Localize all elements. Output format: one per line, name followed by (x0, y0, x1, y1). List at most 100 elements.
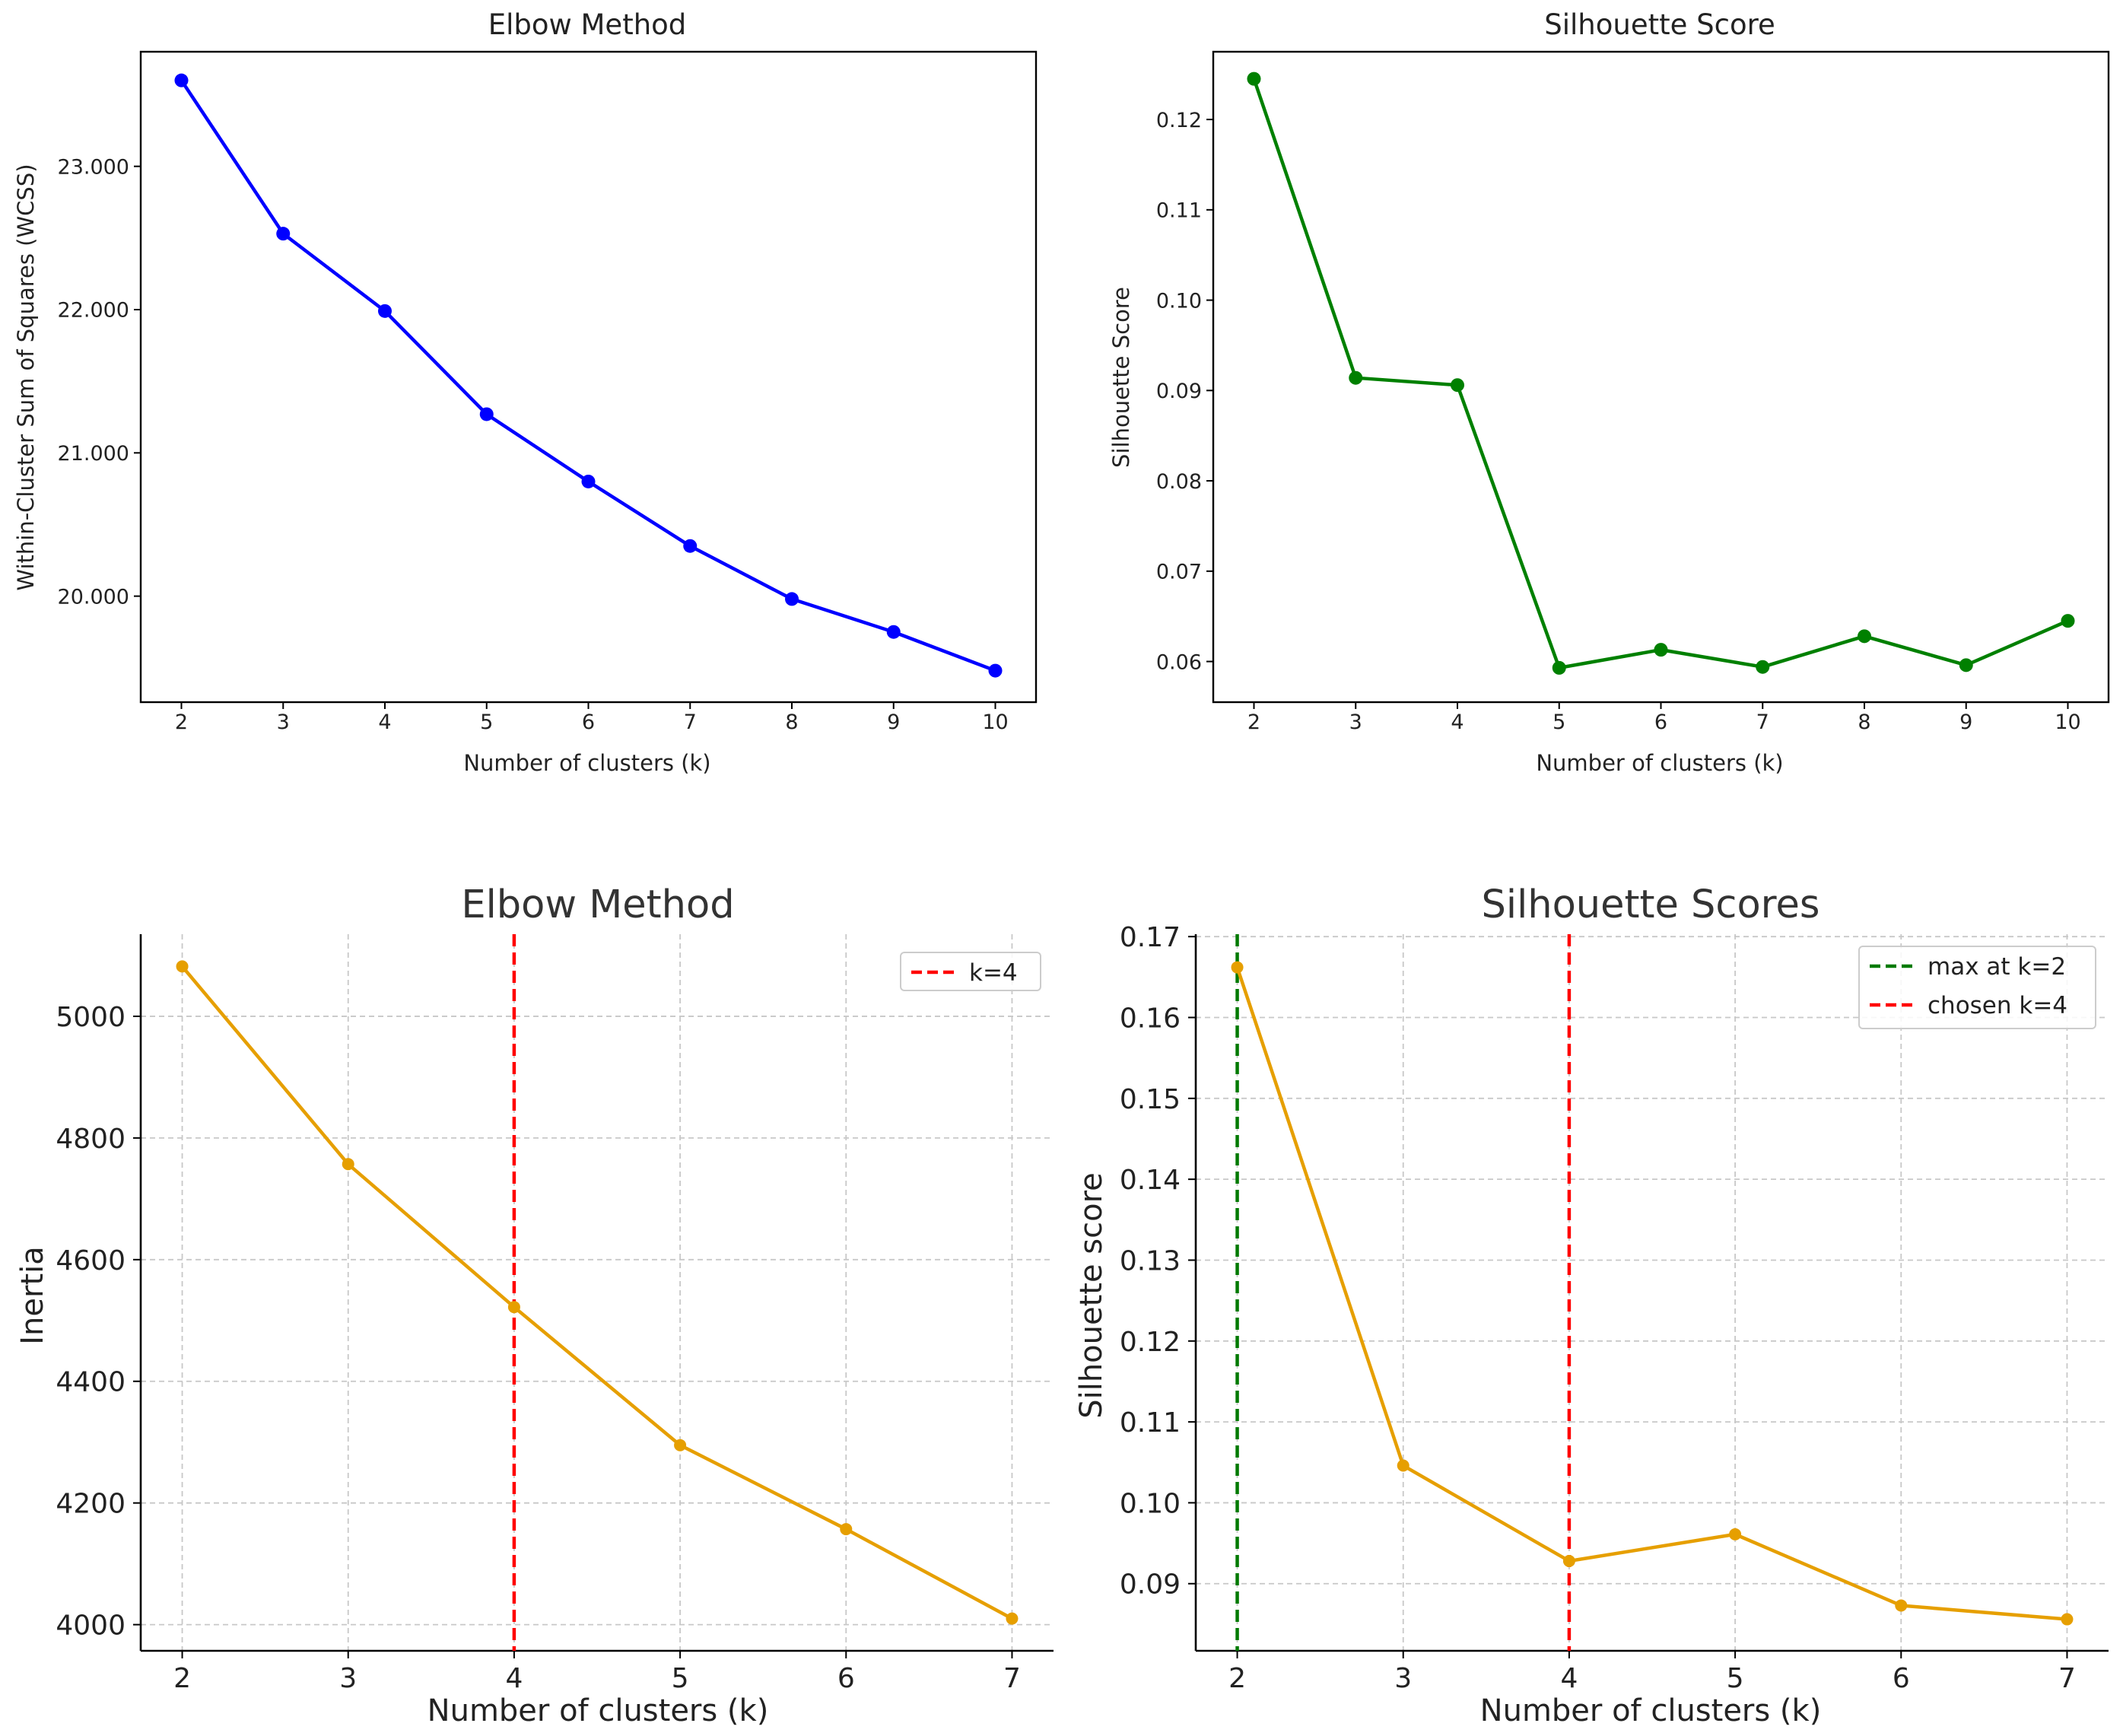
chart-title: Elbow Method (488, 8, 687, 41)
data-point (1231, 961, 1244, 974)
x-tick-label: 8 (1858, 711, 1870, 734)
data-point (378, 304, 392, 318)
data-point (1756, 660, 1770, 674)
data-point (840, 1523, 853, 1536)
silhouette-scores-chart: Silhouette Scores Number of clusters (k)… (1074, 882, 2109, 1728)
x-tick-label: 3 (1394, 1663, 1412, 1694)
x-tick-label: 5 (480, 711, 493, 734)
chart-title: Elbow Method (461, 882, 734, 927)
data-point (1562, 1554, 1575, 1567)
data-point (2061, 614, 2075, 628)
x-axis-label: Number of clusters (k) (463, 750, 710, 776)
y-tick-label: 4000 (56, 1610, 126, 1642)
chart-title: Silhouette Scores (1482, 882, 1820, 927)
data-point (886, 625, 901, 639)
y-tick-label: 0.16 (1120, 1003, 1181, 1034)
x-tick-label: 5 (1727, 1663, 1744, 1694)
x-tick-label: 6 (582, 711, 595, 734)
data-point (174, 73, 189, 87)
data-point (276, 227, 291, 241)
data-point (785, 592, 799, 606)
x-tick-label: 3 (277, 711, 290, 734)
silhouette-score-chart: Silhouette Score Number of clusters (k) … (1108, 8, 2110, 776)
x-tick-label: 3 (339, 1663, 357, 1694)
y-tick-label: 0.09 (1120, 1569, 1181, 1601)
chart-title: Silhouette Score (1544, 8, 1775, 41)
y-tick-label: 0.11 (1120, 1407, 1181, 1439)
x-tick-label: 9 (1959, 711, 1972, 734)
x-axis-label: Number of clusters (k) (1480, 1693, 1822, 1728)
x-tick-label: 6 (837, 1663, 855, 1694)
data-point (1397, 1459, 1410, 1472)
data-point (176, 960, 189, 973)
y-tick-label: 0.10 (1156, 289, 1202, 313)
y-tick-label: 0.11 (1156, 199, 1202, 223)
y-tick-label: 0.13 (1120, 1245, 1181, 1277)
y-axis-label: Within-Cluster Sum of Squares (WCSS) (13, 164, 39, 590)
data-point (1959, 658, 1973, 672)
y-tick-label: 20.000 (58, 585, 129, 609)
data-point (1451, 378, 1464, 393)
x-tick-label: 10 (982, 711, 1008, 734)
data-point (1858, 629, 1871, 644)
series-line (1235, 966, 2067, 1621)
y-tick-label: 0.09 (1156, 380, 1202, 403)
legend-label: max at k=2 (1928, 953, 2066, 981)
x-tick-label: 7 (1003, 1663, 1021, 1694)
series-line (180, 965, 1013, 1620)
y-tick-label: 0.08 (1156, 470, 1202, 494)
y-tick-label: 0.14 (1120, 1165, 1181, 1196)
data-point (988, 663, 1003, 678)
y-tick-label: 0.12 (1156, 109, 1202, 132)
x-tick-label: 10 (2055, 711, 2080, 734)
y-tick-label: 0.07 (1156, 561, 1202, 584)
x-tick-label: 4 (1451, 711, 1464, 734)
x-tick-label: 4 (505, 1663, 523, 1694)
x-tick-label: 2 (173, 1663, 191, 1694)
y-axis-label: Silhouette Score (1108, 287, 1134, 468)
legend-label: chosen k=4 (1928, 992, 2067, 1019)
x-tick-label: 6 (1654, 711, 1667, 734)
data-point (683, 539, 698, 553)
data-point (1006, 1612, 1019, 1625)
y-tick-label: 0.12 (1120, 1327, 1181, 1358)
x-tick-label: 7 (684, 711, 697, 734)
x-tick-label: 2 (175, 711, 188, 734)
y-tick-label: 23.000 (58, 155, 129, 179)
legend-label: k=4 (969, 959, 1018, 987)
data-point (1895, 1599, 1908, 1612)
legend-box (1858, 946, 2096, 1029)
data-point (1729, 1528, 1742, 1540)
y-tick-label: 4400 (56, 1367, 126, 1398)
data-point (479, 407, 494, 421)
data-point (674, 1439, 687, 1451)
y-tick-label: 21.000 (58, 442, 129, 466)
x-tick-label: 4 (1560, 1663, 1578, 1694)
x-tick-label: 4 (378, 711, 391, 734)
y-tick-label: 22.000 (58, 299, 129, 323)
y-tick-label: 4200 (56, 1489, 126, 1520)
legend-box (900, 952, 1041, 991)
x-tick-label: 5 (672, 1663, 689, 1694)
x-tick-label: 3 (1349, 711, 1362, 734)
y-tick-label: 0.17 (1120, 922, 1181, 953)
x-axis-label: Number of clusters (k) (1536, 750, 1783, 776)
y-tick-label: 0.10 (1120, 1488, 1181, 1519)
data-point (1654, 643, 1668, 657)
data-point (1349, 370, 1363, 385)
x-tick-label: 5 (1553, 711, 1565, 734)
x-tick-label: 7 (2058, 1663, 2076, 1694)
y-tick-label: 4800 (56, 1124, 126, 1155)
y-axis-label: Inertia (15, 1246, 50, 1345)
y-axis-label: Silhouette score (1074, 1172, 1109, 1419)
x-tick-label: 2 (1228, 1663, 1246, 1694)
elbow-wcss-chart: Elbow Method Number of clusters (k) With… (13, 8, 1038, 776)
elbow-inertia-chart: Elbow Method Number of clusters (k) Iner… (15, 882, 1054, 1728)
y-tick-label: 0.06 (1156, 650, 1202, 674)
x-tick-label: 9 (887, 711, 900, 734)
x-tick-label: 7 (1756, 711, 1769, 734)
x-axis-label: Number of clusters (k) (427, 1693, 769, 1728)
x-tick-label: 2 (1247, 711, 1260, 734)
y-tick-label: 0.15 (1120, 1084, 1181, 1115)
